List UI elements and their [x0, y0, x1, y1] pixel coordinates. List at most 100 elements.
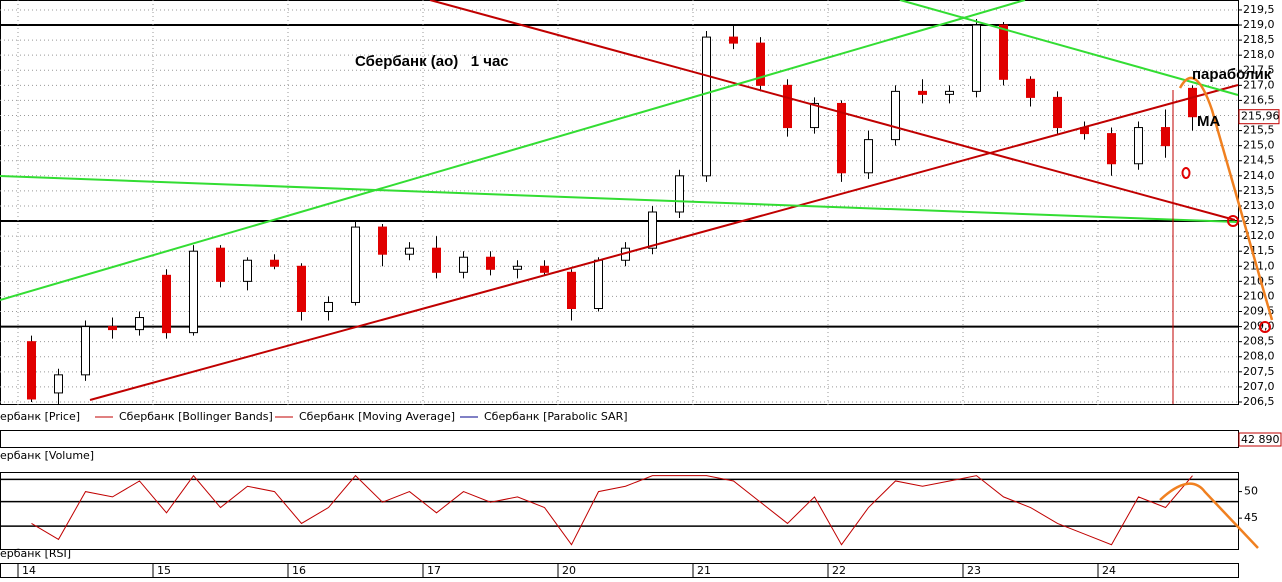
trend-line — [0, 0, 1026, 301]
x-tick-label: 15 — [157, 564, 171, 577]
x-tick-label: 14 — [22, 564, 36, 577]
candle-body — [540, 265, 549, 273]
marker — [1181, 167, 1191, 179]
candle-body — [432, 247, 441, 273]
legend-label: Сбербанк [Bollinger Bands] — [119, 410, 273, 423]
trend-line — [429, 0, 1236, 221]
candle-body — [405, 247, 414, 255]
x-tick-label: 20 — [562, 564, 576, 577]
y-tick-label: 219,5 — [1243, 3, 1275, 16]
y-tick-label: 213,0 — [1243, 199, 1275, 212]
candle-body — [972, 24, 981, 92]
candle-body — [513, 265, 522, 270]
y-tick-label: 213,5 — [1243, 184, 1275, 197]
volume-last-box — [1238, 432, 1282, 447]
legend-label: Сбербанк [Moving Average] — [299, 410, 455, 423]
y-tick-label: 207,0 — [1243, 380, 1275, 393]
marker — [1227, 215, 1239, 227]
candle-body — [81, 326, 90, 376]
x-tick-label: 24 — [1102, 564, 1116, 577]
y-tick-label: 218,5 — [1243, 33, 1275, 46]
panel-label: ербанк [RSI] — [0, 547, 71, 560]
candle-body — [459, 256, 468, 273]
candle-body — [567, 271, 576, 309]
rsi-panel — [0, 472, 1239, 550]
y-tick-label: 218,0 — [1243, 48, 1275, 61]
y-tick-label: 207,5 — [1243, 365, 1275, 378]
candle-body — [324, 301, 333, 313]
candle-body — [999, 24, 1008, 80]
y-tick-label: 217,0 — [1243, 78, 1275, 91]
y-tick-label: 212,0 — [1243, 229, 1275, 242]
y-tick-label: 208,0 — [1243, 350, 1275, 363]
trend-line — [89, 84, 1239, 401]
last-price-label: 215,96 — [1241, 110, 1280, 123]
candle-body — [918, 90, 927, 95]
annotation: МА — [1197, 113, 1220, 130]
y-tick-label: 210,5 — [1243, 274, 1275, 287]
trend-line — [899, 0, 1239, 96]
panel-label: ербанк [Volume] — [0, 449, 94, 462]
candle-body — [108, 326, 117, 331]
x-tick-label: 23 — [967, 564, 981, 577]
candle-body — [27, 341, 36, 400]
y-tick-label: 214,0 — [1243, 169, 1275, 182]
candle-body — [594, 259, 603, 309]
candle-body — [729, 36, 738, 44]
x-tick-label: 16 — [292, 564, 306, 577]
x-tick-label: 21 — [697, 564, 711, 577]
forecast-curve — [1178, 76, 1274, 321]
chart-title: Сбербанк (ао) 1 час — [355, 53, 509, 70]
forecast-curve — [1159, 482, 1259, 549]
y-tick-label: 211,0 — [1243, 259, 1275, 272]
date-axis — [0, 563, 1239, 578]
y-tick-label: 211,5 — [1243, 244, 1275, 257]
last-price-box — [1238, 109, 1280, 125]
candle-body — [243, 259, 252, 282]
candle-body — [189, 250, 198, 334]
candle-body — [351, 226, 360, 303]
x-tick-label: 17 — [427, 564, 441, 577]
y-tick-label: 217,5 — [1243, 63, 1275, 76]
price-panel — [0, 0, 1239, 405]
candle-body — [378, 226, 387, 255]
candle-body — [1134, 127, 1143, 165]
candle-body — [756, 42, 765, 86]
marker — [1259, 321, 1271, 333]
y-tick-label: 206,5 — [1243, 395, 1275, 408]
candle-body — [135, 317, 144, 331]
candle-body — [270, 259, 279, 267]
y-tick-label: 215,5 — [1243, 124, 1275, 137]
drawings: Сбербанк (ао) 1 час параболик МА — [0, 0, 1274, 549]
y-tick-label: 210,0 — [1243, 289, 1275, 302]
y-tick-label: 219,0 — [1243, 18, 1275, 31]
candle-body — [945, 90, 954, 95]
candle-body — [675, 175, 684, 213]
candle-body — [648, 211, 657, 249]
candle-body — [702, 36, 711, 177]
candle-body — [864, 139, 873, 174]
candle-body — [1188, 87, 1197, 118]
candle-body — [783, 84, 792, 129]
candle-body — [216, 247, 225, 282]
y-tick-label: 215,0 — [1243, 139, 1275, 152]
candle-body — [837, 102, 846, 174]
volume-panel — [0, 430, 1239, 448]
candle-body — [486, 256, 495, 270]
candle-body — [1107, 133, 1116, 165]
volume-last-label: 42 890 — [1241, 433, 1280, 446]
annotation: параболик — [1192, 66, 1272, 83]
rsi-tick-label: 50 — [1244, 485, 1258, 498]
candle-body — [1026, 78, 1035, 98]
candle-body — [297, 265, 306, 313]
legend-label: Сбербанк [Parabolic SAR] — [484, 410, 628, 423]
y-tick-label: 216,5 — [1243, 93, 1275, 106]
y-tick-label: 212,5 — [1243, 214, 1275, 227]
candle-body — [54, 374, 63, 394]
trend-line — [0, 175, 1239, 223]
y-tick-label: 208,5 — [1243, 335, 1275, 348]
candle-body — [810, 102, 819, 129]
y-tick-label: 214,5 — [1243, 154, 1275, 167]
